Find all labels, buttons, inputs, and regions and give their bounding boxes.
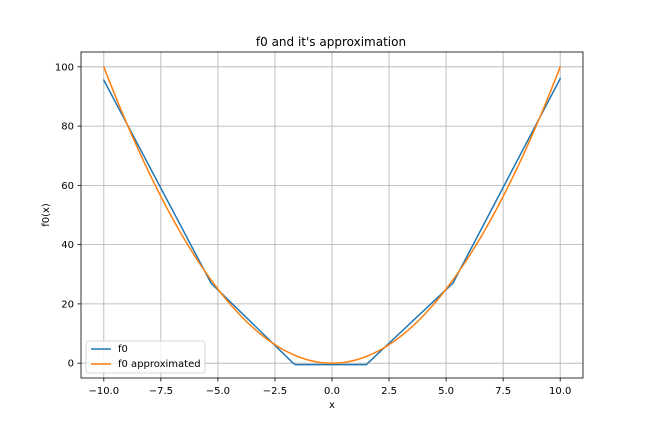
- x-tick-label: 5.0: [438, 386, 454, 397]
- x-axis-label: x: [329, 400, 335, 411]
- x-tick-label: −5.0: [206, 386, 230, 397]
- x-tick-label: 0.0: [324, 386, 340, 397]
- legend-label-f0: f0: [118, 344, 128, 355]
- y-tick-label: 100: [55, 62, 74, 73]
- y-tick-label: 60: [61, 181, 74, 192]
- legend-label-f0-approximated: f0 approximated: [118, 359, 201, 370]
- series-line-f0: [102, 77, 562, 366]
- x-tick-label: 10.0: [549, 386, 571, 397]
- x-tick-label: −7.5: [149, 386, 173, 397]
- x-tick-label: 7.5: [495, 386, 511, 397]
- x-tick-label: −10.0: [88, 386, 119, 397]
- x-tick-label: 2.5: [381, 386, 397, 397]
- series-line-f0-approximated: [102, 65, 562, 364]
- legend: f0 f0 approximated: [85, 340, 206, 374]
- series-layer: [102, 65, 562, 366]
- legend-box: [85, 340, 206, 374]
- y-tick-label: 40: [61, 240, 74, 251]
- y-axis-label: f0(x): [41, 203, 52, 227]
- x-tick-label: −2.5: [263, 386, 287, 397]
- axis-ticks: −10.0 −7.5 −5.0 −2.5 0.0 2.5 5.0 7.5 10.0 0 20 40 60…: [55, 62, 571, 397]
- y-tick-label: 20: [61, 299, 74, 310]
- y-tick-label: 0: [68, 359, 74, 370]
- chart-title: f0 and it's approximation: [256, 35, 406, 49]
- y-tick-label: 80: [61, 122, 74, 133]
